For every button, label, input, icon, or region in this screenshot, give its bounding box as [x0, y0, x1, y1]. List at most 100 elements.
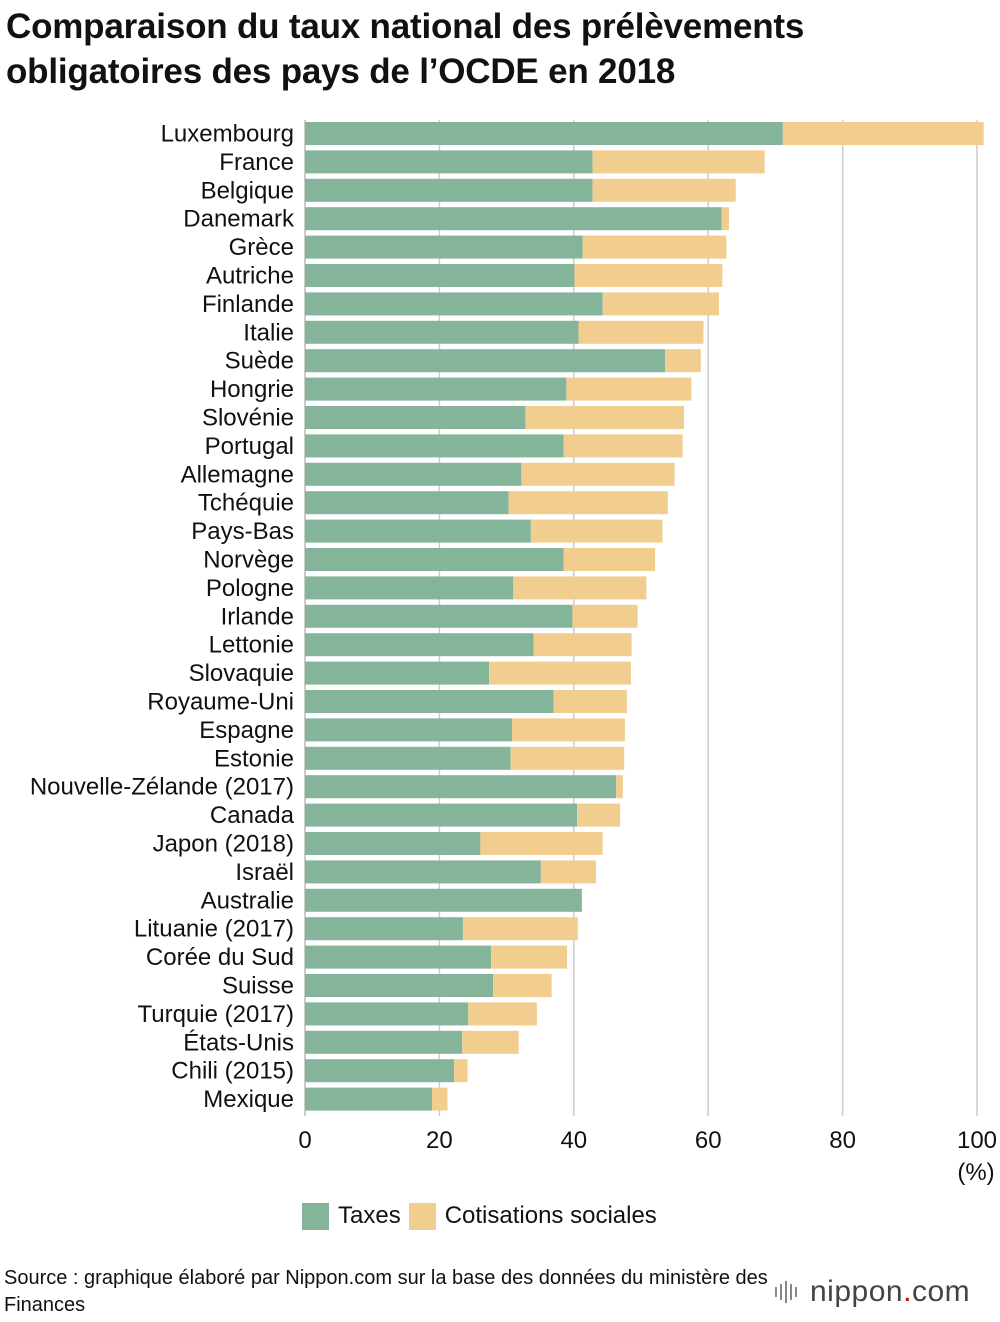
category-label: Finlande [202, 291, 294, 318]
x-tick-label: 80 [829, 1127, 856, 1154]
category-label: Lituanie (2017) [134, 916, 294, 943]
category-label: Pays-Bas [191, 518, 294, 545]
bar-cotisations [462, 917, 578, 941]
bar-taxes [305, 718, 512, 742]
bar-taxes [305, 576, 514, 600]
category-label: Royaume-Uni [147, 689, 294, 716]
bar-cotisations [493, 974, 552, 997]
bar-cotisations [582, 235, 727, 259]
bar-taxes [305, 974, 494, 997]
bar-cotisations [468, 1002, 537, 1026]
bar-taxes [305, 917, 463, 941]
bar-taxes [305, 178, 593, 202]
x-tick-labels: 0 20 40 60 80 100 [298, 1127, 997, 1154]
bar-taxes [305, 661, 490, 685]
category-label: Mexique [203, 1086, 294, 1113]
legend-swatch-taxes [302, 1202, 329, 1230]
category-labels: LuxembourgFranceBelgiqueDanemarkGrèceAut… [30, 121, 295, 1114]
category-label: États-Unis [183, 1029, 294, 1056]
bar-taxes [305, 860, 541, 884]
bar-taxes [305, 604, 573, 628]
bar-taxes [305, 832, 481, 855]
bar-taxes [305, 122, 783, 145]
bar-cotisations [563, 548, 656, 571]
bar-taxes [305, 207, 722, 231]
category-label: Nouvelle-Zélande (2017) [30, 774, 294, 801]
category-label: Grèce [229, 234, 294, 261]
bar-taxes [305, 1030, 463, 1054]
bar-cotisations [602, 292, 719, 316]
bar-taxes [305, 320, 579, 344]
bar-cotisations [508, 491, 668, 515]
bar-cotisations [665, 349, 701, 373]
bar-cotisations [462, 1030, 519, 1054]
legend-item-taxes: Taxes [302, 1202, 401, 1230]
category-label: Portugal [205, 433, 294, 460]
bar-taxes [305, 633, 534, 657]
logo-tld: com [911, 1275, 971, 1308]
x-tick-label: 20 [426, 1127, 453, 1154]
bar-cotisations [489, 661, 631, 685]
category-label: Luxembourg [161, 121, 294, 148]
bar-taxes [305, 235, 583, 259]
category-label: France [219, 149, 294, 176]
bar-cotisations [513, 576, 647, 600]
bar-cotisations [533, 633, 632, 657]
legend-label-taxes: Taxes [338, 1202, 401, 1229]
bar-cotisations [521, 462, 675, 486]
category-label: Espagne [199, 717, 294, 744]
category-label: Lettonie [209, 632, 294, 659]
bar-taxes [305, 462, 522, 486]
bar-cotisations [553, 690, 627, 713]
bar-cotisations [480, 832, 603, 855]
bar-taxes [305, 945, 492, 969]
bar-taxes [305, 406, 526, 429]
category-label: Irlande [221, 603, 294, 630]
legend: Taxes Cotisations sociales [302, 1202, 665, 1230]
bar-cotisations [510, 746, 625, 770]
bar-taxes [305, 292, 603, 316]
bar-taxes [305, 519, 531, 543]
chart-title: Comparaison du taux national des prélève… [6, 7, 805, 91]
bar-cotisations [566, 377, 692, 401]
category-label: Slovénie [202, 405, 294, 432]
legend-label-cotisations: Cotisations sociales [444, 1202, 657, 1229]
category-label: Chili (2015) [171, 1058, 294, 1085]
bar-taxes [305, 690, 554, 713]
category-label: Slovaquie [189, 660, 294, 687]
category-label: Japon (2018) [153, 831, 294, 858]
x-unit-label: (%) [957, 1159, 994, 1186]
category-label: Allemagne [181, 461, 294, 488]
category-label: Suisse [222, 973, 294, 1000]
category-label: Norvège [203, 547, 294, 574]
bar-taxes [305, 775, 617, 799]
bar-cotisations [432, 1087, 448, 1111]
category-label: Israël [235, 859, 294, 886]
source-note: Source : graphique élaboré par Nippon.co… [4, 1267, 768, 1316]
logo-bars-icon [775, 1281, 800, 1303]
bar-cotisations [721, 207, 730, 231]
legend-swatch-cotisations [408, 1202, 436, 1230]
category-label: Australie [201, 887, 294, 914]
bar-taxes [305, 1002, 469, 1026]
bar-cotisations [574, 264, 723, 287]
bar-taxes [305, 548, 564, 571]
category-label: Pologne [206, 575, 294, 602]
category-label: Belgique [201, 177, 294, 204]
bar-cotisations [454, 1059, 468, 1083]
x-tick-label: 40 [560, 1127, 587, 1154]
bar-taxes [305, 377, 567, 401]
x-tick-label: 60 [695, 1127, 722, 1154]
bar-cotisations [525, 406, 685, 429]
bar-cotisations [592, 178, 736, 202]
bar-taxes [305, 434, 564, 458]
logo-name: nippon [810, 1275, 904, 1308]
bar-cotisations [782, 122, 984, 145]
bar-taxes [305, 150, 593, 174]
x-tick-label: 0 [298, 1127, 311, 1154]
bar-taxes [305, 491, 509, 515]
bar-cotisations [577, 803, 621, 827]
bar-cotisations [491, 945, 568, 969]
legend-item-cotisations: Cotisations sociales [408, 1202, 657, 1230]
bar-taxes [305, 1059, 455, 1083]
